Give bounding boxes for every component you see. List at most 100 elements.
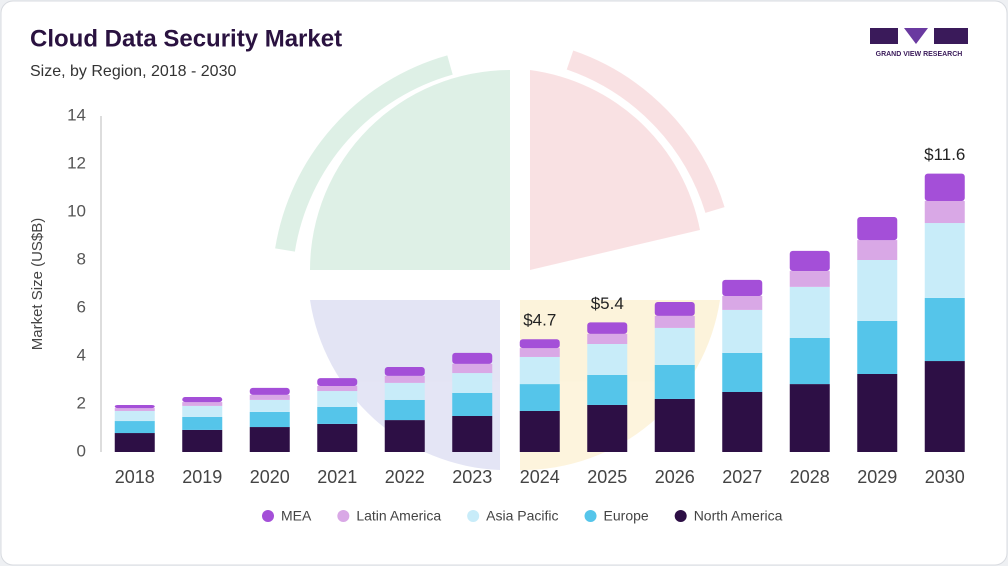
bar-segment [587,344,628,375]
chart-title: Cloud Data Security Market [30,25,342,52]
bar-segment [857,260,898,321]
bar-segment [114,404,155,409]
total-label: $11.6 [924,145,965,164]
bar-segment [519,356,560,385]
bar-segment [857,374,898,452]
y-axis-label: Market Size (US$B) [29,218,46,351]
y-tick-label: 8 [77,249,86,268]
bar-segment [384,382,425,400]
bar-segment [654,398,695,452]
logo: GRAND VIEW RESEARCH [870,28,968,58]
bar-segment [182,405,223,417]
bar-segment [317,378,358,386]
bar-segment [789,250,830,272]
bar-segment [722,352,763,392]
chart-subtitle: Size, by Region, 2018 - 2030 [30,63,236,80]
bar-segment [924,200,965,224]
bar-segment [654,315,695,328]
bar-segment [857,240,898,260]
bar-segment [654,302,695,316]
y-tick-label: 2 [77,393,86,412]
bar-segment [722,296,763,310]
bar-segment [114,433,155,452]
bar-segment [317,386,358,392]
x-tick-label: 2026 [655,467,695,487]
bar-segment [722,392,763,452]
bar-segment [384,367,425,376]
bar-segment [182,416,223,430]
bar-segment [519,410,560,452]
y-tick-label: 4 [77,345,86,364]
bar-segment [654,364,695,399]
bar-segment [587,374,628,405]
y-tick-label: 12 [67,153,86,172]
bar-segment [789,338,830,385]
bar-segment [924,297,965,362]
bar-segment [249,411,290,428]
legend-marker [467,510,480,522]
legend-marker [262,510,274,522]
y-tick-label: 6 [77,297,86,316]
bar-segment [182,397,223,403]
bar-segment [924,361,965,452]
legend-label: MEA [281,508,312,524]
x-tick-label: 2025 [587,467,627,487]
x-tick-label: 2027 [722,467,762,487]
bar-segment [452,416,493,452]
legend-label: Europe [604,508,649,524]
legend-label: Latin America [356,508,441,524]
bar-segment [317,406,358,424]
x-tick-label: 2019 [182,467,222,487]
x-tick-label: 2030 [925,467,965,487]
bar-segment [789,271,830,287]
y-tick-label: 14 [67,105,86,124]
bar-segment [587,404,628,452]
bar-segment [182,429,223,452]
y-tick-label: 10 [67,201,86,220]
x-tick-label: 2029 [857,467,897,487]
bar-segment [249,394,290,400]
x-tick-label: 2018 [115,467,155,487]
bar-segment [654,327,695,365]
bar-segment [857,320,898,374]
bar-segment [182,402,223,406]
legend-label: North America [694,508,783,524]
bar-segment [587,333,628,344]
x-tick-label: 2021 [317,467,357,487]
bar-segment [587,322,628,334]
bar-segment [384,420,425,452]
bar-segment [519,348,560,357]
bar-segment [384,375,425,383]
x-tick-label: 2028 [790,467,830,487]
bar-segment [317,423,358,452]
total-label: $5.4 [591,294,624,313]
bar-segment [722,309,763,353]
legend-label: Asia Pacific [486,508,558,524]
bar-segment [924,223,965,298]
bar-segment [114,408,155,411]
bar-segment [924,173,965,201]
bar-segment [789,384,830,452]
x-tick-label: 2020 [250,467,290,487]
logo-text: GRAND VIEW RESEARCH [876,51,963,58]
bar-segment [857,217,898,241]
bar-segment [114,421,155,434]
bar-segment [452,373,493,393]
legend-marker [674,510,687,522]
bar-segment [249,399,290,412]
x-tick-label: 2022 [385,467,425,487]
legend-marker [584,510,597,522]
watermark [275,50,725,471]
bar-segment [722,279,763,296]
x-tick-label: 2024 [520,467,560,487]
bar-segment [452,352,493,364]
bar-segment [519,384,560,411]
bar-segment [452,363,493,374]
y-tick-label: 0 [77,441,86,460]
total-label: $4.7 [523,311,556,330]
bar-segment [384,399,425,421]
bar-segment [519,339,560,349]
bar-segment [317,391,358,407]
bar-segment [249,427,290,452]
